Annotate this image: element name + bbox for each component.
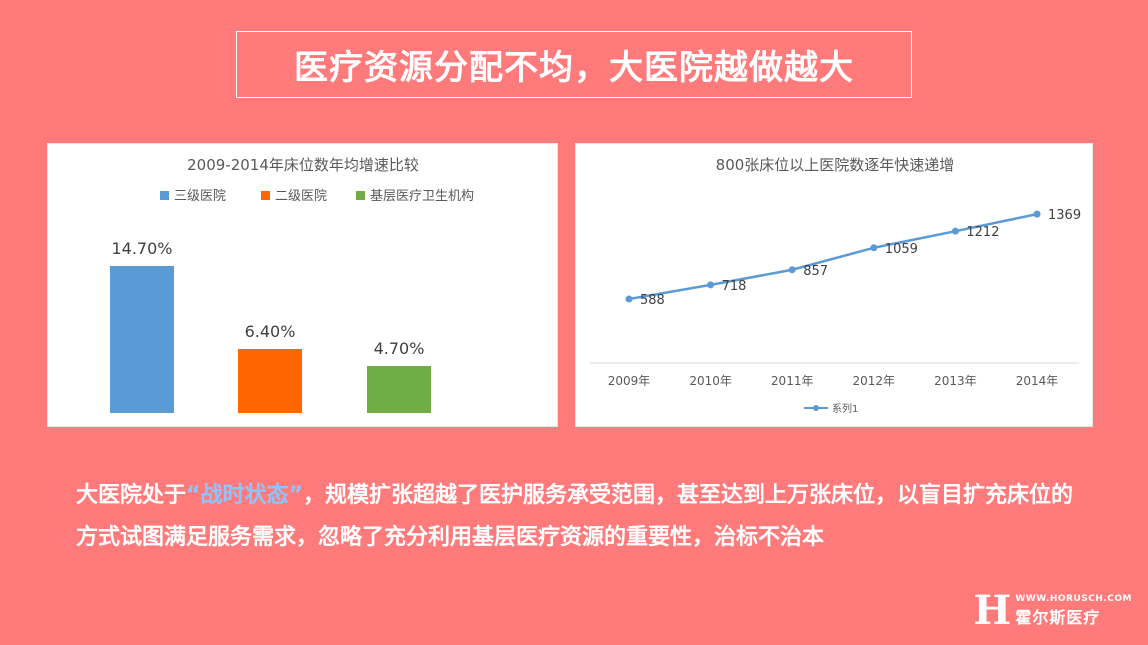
x-tick-label-0: 2009年 [608,374,651,388]
point-value-label-2: 857 [803,264,828,279]
legend-label-2: 基层医疗卫生机构 [370,189,474,204]
legend-label-1: 二级医院 [275,189,327,204]
x-tick-label-3: 2012年 [853,374,896,388]
legend-label-0: 三级医院 [174,189,226,204]
bar-value-label-1: 6.40% [245,322,296,341]
bar-value-label-2: 4.70% [374,339,425,358]
body-paragraph: 大医院处于“战时状态”，规模扩张超越了医护服务承受范围，甚至达到上万张床位，以盲… [76,475,1076,559]
point-value-label-1: 718 [722,279,747,294]
series-point-3 [870,244,878,252]
bar-value-label-0: 14.70% [111,239,172,258]
point-value-label-0: 588 [640,293,665,308]
series-point-2 [788,266,796,274]
series-point-1 [707,281,715,289]
logo-name: 霍尔斯医疗 [1015,608,1101,627]
brand-logo: H WWW.HORUSCH.COM 霍尔斯医疗 [973,587,1132,634]
line-chart-title: 800张床位以上医院数逐年快速递增 [716,156,955,174]
bar-chart-panel: 2009-2014年床位数年均增速比较三级医院 二级医院 基层医疗卫生机构 14.70… [47,143,558,427]
logo-mark-icon: H [973,587,1012,634]
legend-swatch-2 [356,191,365,200]
logo-url: WWW.HORUSCH.COM [1015,594,1132,604]
body-highlight: “战时状态” [186,483,303,508]
series-point-4 [951,227,959,235]
bar-2 [367,366,431,413]
line-chart-panel: 800张床位以上医院数逐年快速递增 588 718 857 1059 1212 1369 20… [575,143,1093,427]
x-tick-label-1: 2010年 [689,374,732,388]
body-text-after: ，规模扩张超越了医护服务承受范围，甚至达到上万张床位，以盲目扩充床位的方式试图满… [76,483,1073,550]
legend-series-label: 系列1 [832,402,858,415]
body-text-before: 大医院处于 [76,483,187,508]
bar-0 [110,266,174,413]
point-value-label-3: 1059 [885,242,918,257]
legend-marker [813,405,819,411]
page-title-box: 医疗资源分配不均，大医院越做越大 [236,31,912,98]
x-tick-label-5: 2014年 [1016,374,1059,388]
series-point-5 [1033,210,1041,218]
page-title: 医疗资源分配不均，大医院越做越大 [294,48,854,88]
point-value-label-4: 1212 [966,225,999,240]
legend-swatch-0 [160,191,169,200]
legend-swatch-1 [261,191,270,200]
series-line [628,212,1038,301]
x-tick-label-2: 2011年 [771,374,814,388]
bar-chart-title: 2009-2014年床位数年均增速比较 [187,156,419,174]
line-chart: 800张床位以上医院数逐年快速递增 588 718 857 1059 1212 1369 20… [590,156,1081,415]
bar-1 [238,349,302,413]
point-value-label-5: 1369 [1048,208,1081,223]
series-point-0 [625,295,633,303]
x-tick-label-4: 2013年 [934,374,977,388]
